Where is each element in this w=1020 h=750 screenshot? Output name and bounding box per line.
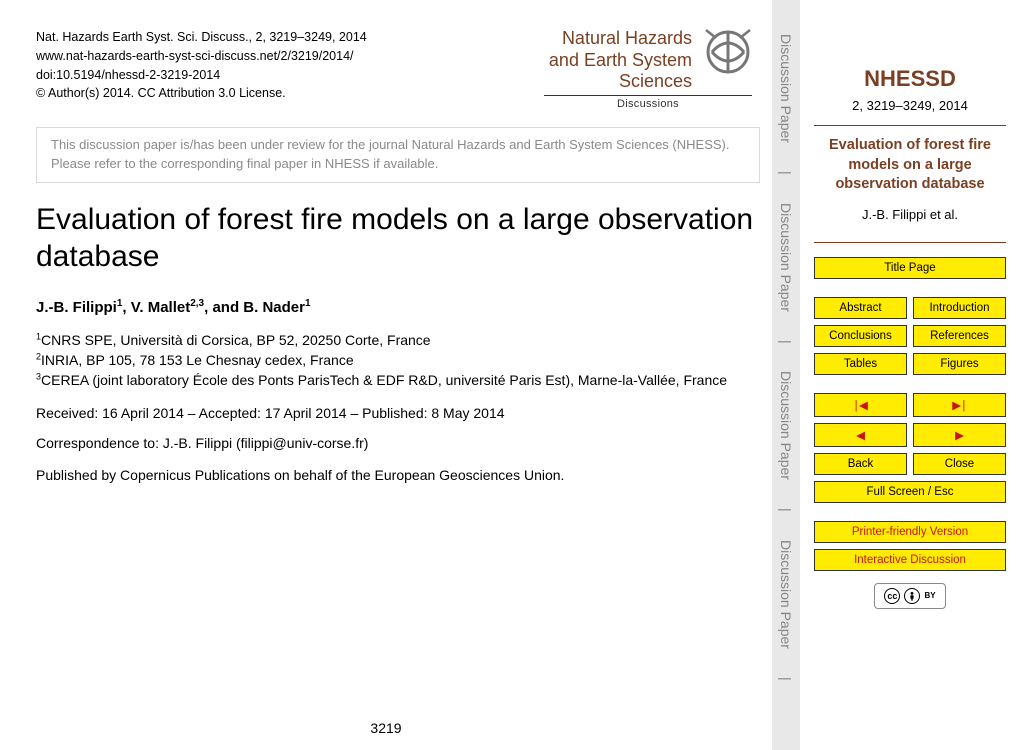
copyright-line: © Author(s) 2014. CC Attribution 3.0 Lic… bbox=[36, 84, 367, 103]
figures-button[interactable]: Figures bbox=[913, 353, 1006, 375]
doi-line: doi:10.5194/nhessd-2-3219-2014 bbox=[36, 66, 367, 85]
journal-name-1: Natural Hazards bbox=[549, 28, 692, 50]
sidebar-authors: J.-B. Filippi et al. bbox=[862, 207, 958, 222]
affil-2-text: INRIA, BP 105, 78 153 Le Chesnay cedex, … bbox=[41, 352, 354, 368]
affil-3-text: CEREA (joint laboratory École des Ponts … bbox=[41, 372, 727, 388]
egu-logo-icon bbox=[704, 28, 752, 76]
author-2: , V. Mallet bbox=[122, 299, 190, 316]
affil-3: 3CEREA (joint laboratory École des Ponts… bbox=[36, 370, 760, 390]
journal-block: Natural Hazards and Earth System Science… bbox=[544, 28, 760, 111]
sidebar-title: Evaluation of forest fire models on a la… bbox=[814, 136, 1006, 195]
correspondence-line: Correspondence to: J.-B. Filippi (filipp… bbox=[36, 435, 760, 451]
strip-sep-1: | bbox=[778, 167, 794, 179]
strip-label-2: Discussion Paper bbox=[778, 199, 794, 316]
nav-sidebar: NHESSD 2, 3219–3249, 2014 Evaluation of … bbox=[800, 0, 1020, 750]
paper-title: Evaluation of forest fire models on a la… bbox=[36, 201, 760, 276]
sidebar-divider-1 bbox=[814, 125, 1006, 126]
prev-page-button[interactable]: ◀ bbox=[814, 423, 907, 447]
affil-1: 1CNRS SPE, Università di Corsica, BP 52,… bbox=[36, 330, 760, 350]
printer-friendly-button[interactable]: Printer-friendly Version bbox=[814, 521, 1006, 543]
sidebar-brand: NHESSD bbox=[864, 66, 956, 92]
nav-grid: Title Page Abstract Introduction Conclus… bbox=[814, 257, 1006, 571]
affil-1-text: CNRS SPE, Università di Corsica, BP 52, … bbox=[41, 332, 431, 348]
tables-button[interactable]: Tables bbox=[814, 353, 907, 375]
sidebar-divider-2 bbox=[814, 242, 1006, 243]
fullscreen-button[interactable]: Full Screen / Esc bbox=[814, 481, 1006, 503]
sidebar-citation: 2, 3219–3249, 2014 bbox=[852, 98, 968, 113]
publisher-line: Published by Copernicus Publications on … bbox=[36, 467, 760, 483]
first-page-button[interactable]: ∣◀ bbox=[814, 393, 907, 417]
nav-spacer-2 bbox=[814, 381, 1006, 387]
author-1: J.-B. Filippi bbox=[36, 299, 117, 316]
affiliations: 1CNRS SPE, Università di Corsica, BP 52,… bbox=[36, 330, 760, 391]
url-line: www.nat-hazards-earth-syst-sci-discuss.n… bbox=[36, 47, 367, 66]
strip-label-4: Discussion Paper bbox=[778, 536, 794, 653]
author-3: , and B. Nader bbox=[204, 299, 305, 316]
strip-label-3: Discussion Paper bbox=[778, 367, 794, 484]
strip-sep-3: | bbox=[778, 504, 794, 516]
back-button[interactable]: Back bbox=[814, 453, 907, 475]
next-page-button[interactable]: ▶ bbox=[913, 423, 1006, 447]
discussions-label: Discussions bbox=[544, 98, 752, 111]
nav-spacer-1 bbox=[814, 285, 1006, 291]
abstract-button[interactable]: Abstract bbox=[814, 297, 907, 319]
close-button[interactable]: Close bbox=[913, 453, 1006, 475]
strip-sep-2: | bbox=[778, 336, 794, 348]
page-root: Nat. Hazards Earth Syst. Sci. Discuss., … bbox=[0, 0, 1020, 750]
cc-cc-icon: cc bbox=[884, 588, 900, 604]
header-meta: Nat. Hazards Earth Syst. Sci. Discuss., … bbox=[36, 28, 760, 111]
meta-left: Nat. Hazards Earth Syst. Sci. Discuss., … bbox=[36, 28, 367, 103]
author-line: J.-B. Filippi 1 , V. Mallet2,3, and B. Nad… bbox=[36, 298, 760, 316]
page-number: 3219 bbox=[370, 720, 401, 736]
interactive-discussion-button[interactable]: Interactive Discussion bbox=[814, 549, 1006, 571]
introduction-button[interactable]: Introduction bbox=[913, 297, 1006, 319]
journal-name-2: and Earth System bbox=[549, 50, 692, 72]
cc-license-icon: cc BY bbox=[874, 583, 946, 609]
strip-sep-4: | bbox=[778, 673, 794, 685]
dates-line: Received: 16 April 2014 – Accepted: 17 A… bbox=[36, 405, 760, 421]
nav-spacer-3 bbox=[814, 509, 1006, 515]
title-page-button[interactable]: Title Page bbox=[814, 257, 1006, 279]
discussion-paper-strip: Discussion Paper | Discussion Paper | Di… bbox=[772, 0, 800, 750]
author-3-affil: 1 bbox=[305, 298, 311, 309]
main-column: Nat. Hazards Earth Syst. Sci. Discuss., … bbox=[0, 0, 772, 750]
journal-name-3: Sciences bbox=[549, 71, 692, 93]
author-2-affil: 2,3 bbox=[190, 298, 204, 309]
last-page-button[interactable]: ▶∣ bbox=[913, 393, 1006, 417]
references-button[interactable]: References bbox=[913, 325, 1006, 347]
conclusions-button[interactable]: Conclusions bbox=[814, 325, 907, 347]
cc-by-icon bbox=[904, 588, 920, 604]
affil-2: 2INRIA, BP 105, 78 153 Le Chesnay cedex,… bbox=[36, 350, 760, 370]
cc-by-label: BY bbox=[924, 591, 935, 600]
citation-line: Nat. Hazards Earth Syst. Sci. Discuss., … bbox=[36, 28, 367, 47]
strip-label-1: Discussion Paper bbox=[778, 30, 794, 147]
review-note-box: This discussion paper is/has been under … bbox=[36, 127, 760, 183]
journal-divider bbox=[544, 95, 752, 96]
